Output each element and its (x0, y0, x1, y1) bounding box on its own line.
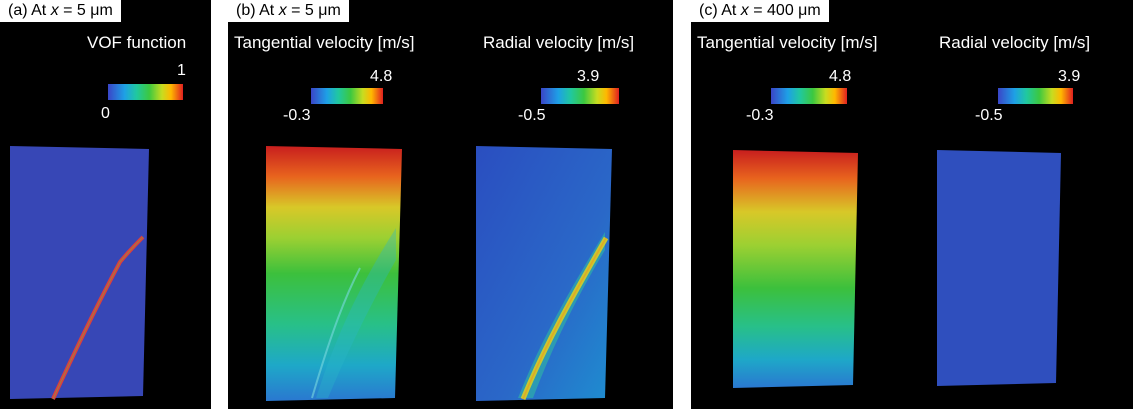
vof-min: 0 (101, 105, 110, 122)
panel-c-title: (c) At x = 400 μm (691, 0, 829, 22)
panel-a-title: (a) At x = 5 μm (0, 0, 121, 22)
b-tangential-colorbar (311, 88, 383, 104)
c-fields (733, 150, 1061, 388)
b-tangential-label: Tangential velocity [m/s] (234, 33, 415, 52)
vof-field (10, 146, 149, 400)
c-tangential-max: 4.8 (829, 68, 852, 85)
vof-colorbar (108, 84, 183, 100)
vof-label: VOF function (87, 33, 187, 52)
b-tangential-max: 4.8 (370, 68, 393, 85)
c-tangential-colorbar (771, 88, 847, 104)
b-radial-colorbar (541, 88, 619, 104)
panel-c: (c) At x = 400 μm Tangential velocity [m… (691, 0, 1133, 409)
c-radial-label: Radial velocity [m/s] (939, 33, 1091, 52)
c-tangential-label: Tangential velocity [m/s] (697, 33, 878, 52)
b-radial-label: Radial velocity [m/s] (483, 33, 635, 52)
c-radial-map (937, 150, 1061, 386)
vof-domain (10, 146, 149, 399)
b-fields (266, 146, 612, 401)
vof-max: 1 (177, 62, 186, 79)
c-tangential-min: -0.3 (746, 107, 774, 124)
b-radial-min: -0.5 (518, 107, 546, 124)
b-radial-max: 3.9 (577, 68, 600, 85)
b-tangential-map (266, 146, 402, 401)
c-tangential-map (733, 150, 858, 388)
c-radial-colorbar (998, 88, 1073, 104)
b-radial-map (476, 146, 612, 401)
panel-b: (b) At x = 5 μm Tangential velocity [m/s… (228, 0, 673, 409)
c-radial-min: -0.5 (975, 107, 1003, 124)
panel-b-title: (b) At x = 5 μm (228, 0, 349, 22)
c-radial-max: 3.9 (1058, 68, 1081, 85)
b-tangential-min: -0.3 (283, 107, 311, 124)
panel-a: (a) At x = 5 μm VOF function 1 0 (0, 0, 211, 409)
